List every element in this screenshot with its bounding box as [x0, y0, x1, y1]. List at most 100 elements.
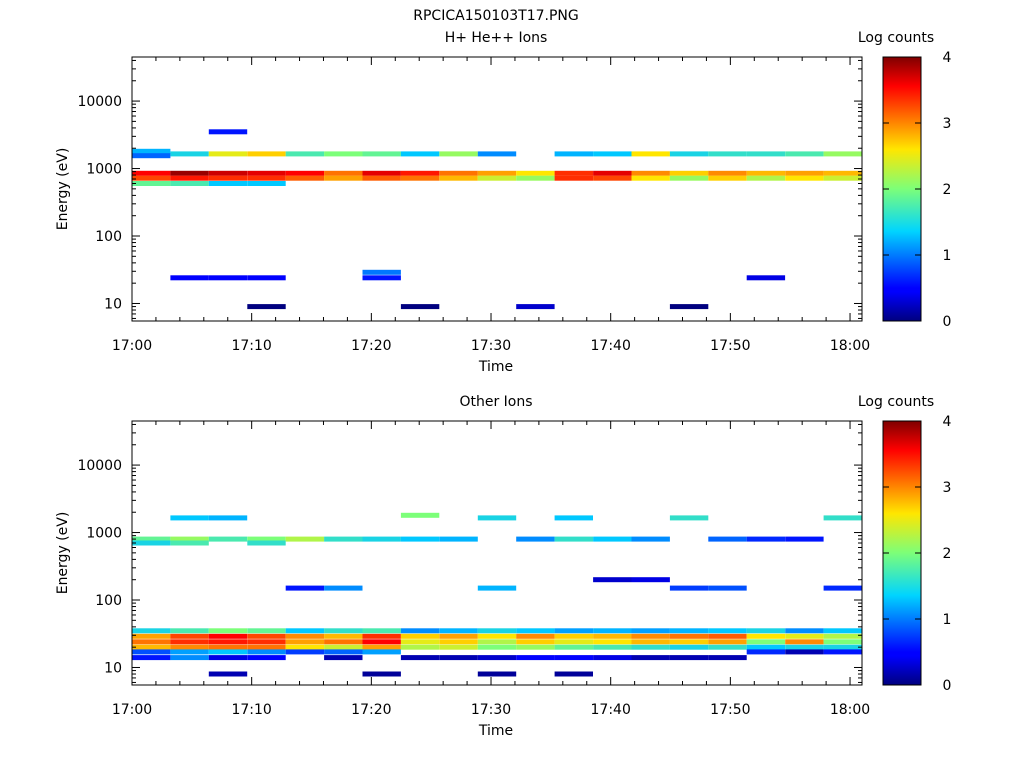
heatmap-cell	[439, 175, 478, 181]
colorbar-h-he	[882, 56, 922, 322]
heatmap-cell	[208, 649, 248, 655]
heatmap-cell	[823, 633, 862, 639]
heatmap-cell	[439, 644, 478, 650]
heatmap-cell	[823, 151, 862, 157]
heatmap-cell	[746, 175, 786, 181]
heatmap-cell	[593, 655, 632, 661]
heatmap-cell	[631, 577, 670, 583]
heatmap-cell	[439, 170, 478, 176]
heatmap-cell	[823, 170, 862, 176]
heatmap-cell	[708, 639, 747, 645]
heatmap-cell	[593, 151, 632, 157]
heatmap-cell	[785, 170, 824, 176]
heatmap-cell	[669, 655, 709, 661]
x-tick-label: 17:00	[112, 338, 152, 354]
heatmap-cell	[516, 644, 555, 650]
x-tick-label: 17:10	[231, 338, 271, 354]
x-tick-label: 17:50	[710, 338, 750, 354]
heatmap-cell	[516, 175, 555, 181]
heatmap-cell	[132, 644, 171, 650]
heatmap-cell	[823, 644, 862, 650]
heatmap-cell	[785, 628, 824, 634]
colorbar-label-h-he: Log counts	[858, 30, 934, 46]
heatmap-cell	[285, 151, 325, 157]
figure-title: RPCICA150103T17.PNG	[413, 8, 578, 24]
heatmap-cell	[593, 577, 632, 583]
heatmap-cell	[208, 515, 248, 521]
y-tick-label: 10	[104, 660, 122, 676]
heatmap-cell	[554, 175, 593, 181]
colorbar-tick-label: 4	[943, 50, 952, 66]
x-tick-label: 17:40	[591, 338, 631, 354]
heatmap-cell	[324, 628, 363, 634]
heatmap-cell	[208, 633, 248, 639]
heatmap-cell	[823, 585, 862, 591]
colorbar-tick-label: 2	[943, 546, 952, 562]
heatmap-cell	[823, 649, 862, 655]
heatmap-cell	[554, 151, 593, 157]
heatmap-cell	[554, 536, 593, 542]
heatmap-cell	[439, 655, 478, 661]
heatmap-cell	[516, 536, 555, 542]
heatmap-cell	[708, 585, 747, 591]
heatmap-cell	[400, 655, 440, 661]
colorbar-ticks-h-he: 0 1 2 3 4	[883, 50, 952, 330]
heatmap-cell	[554, 515, 593, 521]
y-tick-label: 10000	[77, 94, 122, 110]
x-tick-label: 18:00	[830, 338, 870, 354]
heatmap-cell	[708, 536, 747, 542]
heatmap-cell	[324, 644, 363, 650]
heatmap-cell	[132, 148, 171, 154]
heatmap-cell	[823, 639, 862, 645]
heatmap-cell	[362, 269, 401, 275]
heatmap-cell	[593, 644, 632, 650]
heatmap-cell	[170, 536, 209, 542]
heatmap-cell	[132, 540, 171, 546]
heatmap-cell	[170, 644, 209, 650]
heatmap-cell	[132, 628, 171, 634]
colorbar-tick-label: 3	[943, 480, 952, 496]
heatmap-cell	[554, 671, 593, 677]
heatmap-cell	[324, 649, 363, 655]
heatmap-cell	[247, 151, 286, 157]
heatmap-cell	[170, 515, 209, 521]
heatmap-cell	[324, 536, 363, 542]
heatmap-cell	[285, 649, 325, 655]
heatmap-cell	[823, 628, 862, 634]
heatmap-cell	[285, 175, 325, 181]
y-ticks-other: 10 100 1000 10000	[77, 423, 862, 683]
heatmap-cell	[823, 175, 862, 181]
heatmap-cells-h-he	[132, 129, 862, 310]
heatmap-cell	[324, 633, 363, 639]
heatmap-cell	[170, 655, 209, 661]
heatmap-cell	[170, 175, 209, 181]
heatmap-cell	[631, 644, 670, 650]
heatmap-cell	[477, 644, 517, 650]
colorbar-tick-label: 1	[943, 248, 952, 264]
heatmap-cell	[439, 628, 478, 634]
heatmap-cell	[554, 633, 593, 639]
colorbar-tick-label: 0	[943, 314, 952, 330]
heatmap-cell	[631, 628, 670, 634]
heatmap-cell	[208, 275, 248, 281]
heatmap-cell	[439, 639, 478, 645]
x-axis-label-other: Time	[478, 723, 513, 739]
heatmap-cell	[708, 170, 747, 176]
x-tick-label: 17:50	[710, 702, 750, 718]
heatmap-cell	[170, 181, 209, 186]
heatmap-cell	[746, 170, 786, 176]
heatmap-cell	[785, 649, 824, 655]
x-tick-label: 17:40	[591, 702, 631, 718]
x-tick-label: 17:20	[351, 702, 391, 718]
heatmap-cell	[477, 671, 517, 677]
heatmap-cell	[631, 639, 670, 645]
heatmap-cell	[785, 644, 824, 650]
heatmap-cell	[554, 644, 593, 650]
heatmap-cell	[170, 649, 209, 655]
heatmap-cell	[746, 275, 786, 281]
heatmap-cell	[746, 639, 786, 645]
colorbar-tick-label: 2	[943, 182, 952, 198]
heatmap-cell	[746, 649, 786, 655]
